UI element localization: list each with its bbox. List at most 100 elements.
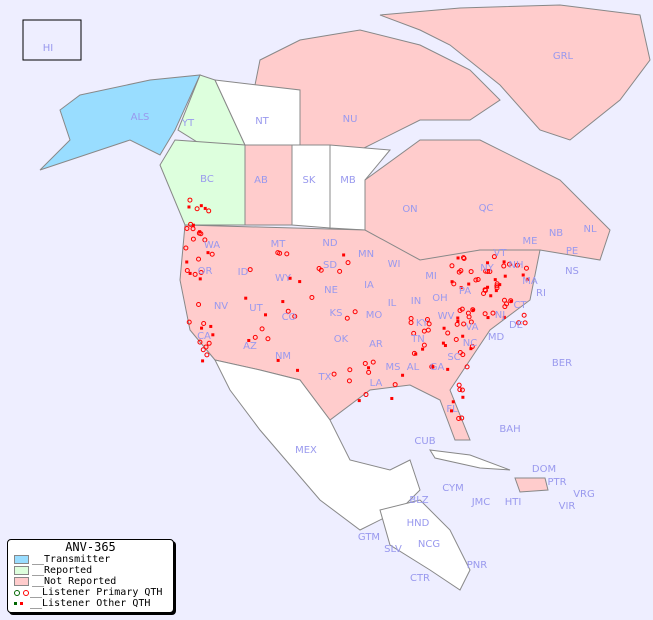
listener-other-marker bbox=[296, 368, 300, 372]
not-reported-swatch bbox=[14, 577, 29, 586]
listener-other-marker bbox=[456, 319, 460, 323]
listener-other-marker bbox=[503, 274, 507, 278]
listener-other-marker bbox=[450, 409, 454, 413]
region-label-nd: ND bbox=[322, 238, 337, 249]
listener-primary-marker bbox=[460, 352, 466, 358]
listener-primary-marker bbox=[491, 254, 497, 260]
listener-other-marker bbox=[298, 280, 302, 284]
region-label-mex: MEX bbox=[295, 445, 317, 456]
listener-primary-marker bbox=[190, 236, 196, 242]
listener-other-marker bbox=[367, 366, 371, 370]
region-label-hi: HI bbox=[43, 43, 53, 54]
region-label-mi: MI bbox=[425, 271, 437, 282]
listener-other-marker bbox=[431, 365, 435, 369]
region-label-me: ME bbox=[523, 236, 538, 247]
listener-other-marker bbox=[276, 358, 280, 362]
listener-other-marker bbox=[203, 206, 207, 210]
listener-primary-marker bbox=[277, 250, 283, 256]
listener-other-marker bbox=[288, 276, 292, 280]
listener-other-marker bbox=[198, 277, 202, 281]
region-label-tx: TX bbox=[318, 372, 332, 383]
listener-primary-marker bbox=[202, 237, 208, 243]
square-marker-icon bbox=[14, 602, 30, 605]
listener-primary-marker bbox=[187, 197, 193, 203]
region-label-ar: AR bbox=[369, 339, 383, 350]
listener-other-marker bbox=[200, 326, 204, 330]
region-label-nb: NB bbox=[549, 228, 563, 239]
region-label-ct: CT bbox=[513, 300, 527, 311]
listener-primary-marker bbox=[196, 302, 202, 308]
listener-primary-marker bbox=[285, 308, 291, 314]
region-label-wv: WV bbox=[438, 311, 455, 322]
listener-primary-marker bbox=[523, 265, 529, 271]
listener-other-marker bbox=[421, 347, 425, 351]
listener-primary-marker bbox=[411, 330, 417, 336]
region-label-pa: PA bbox=[459, 286, 471, 297]
listener-primary-marker bbox=[198, 231, 204, 237]
listener-primary-marker bbox=[408, 315, 414, 321]
listener-primary-marker bbox=[206, 340, 212, 346]
region-hispaniola bbox=[514, 477, 549, 493]
region-label-nh: NH bbox=[509, 260, 524, 271]
region-label-grl: GRL bbox=[553, 51, 574, 62]
legend-title: ANV-365 bbox=[65, 540, 116, 554]
listener-other-marker bbox=[456, 256, 460, 260]
listener-primary-marker bbox=[331, 371, 337, 377]
listener-primary-marker bbox=[522, 320, 528, 326]
listener-primary-marker bbox=[352, 309, 358, 315]
listener-primary-marker bbox=[453, 337, 459, 343]
listener-other-marker bbox=[461, 395, 465, 399]
listener-primary-marker bbox=[464, 364, 470, 370]
region-label-nu: NU bbox=[343, 114, 358, 125]
region-label-mo: MO bbox=[366, 310, 383, 321]
listener-other-marker bbox=[390, 396, 394, 400]
listener-primary-marker bbox=[501, 263, 507, 269]
listener-primary-marker bbox=[426, 321, 432, 327]
listener-primary-marker bbox=[506, 261, 512, 267]
region-label-nv: NV bbox=[214, 301, 228, 312]
region-label-ms: MS bbox=[386, 362, 401, 373]
region-greenland bbox=[379, 4, 651, 141]
region-label-oh: OH bbox=[432, 293, 447, 304]
region-label-nc: NC bbox=[463, 338, 477, 349]
region-label-ctr: CTR bbox=[410, 573, 430, 584]
legend-label: __Transmitter bbox=[32, 553, 111, 565]
region-label-tn: TN bbox=[410, 334, 425, 345]
listener-other-marker bbox=[502, 315, 506, 319]
region-label-yt: YT bbox=[181, 118, 195, 129]
listener-primary-marker bbox=[370, 359, 376, 365]
listener-primary-marker bbox=[424, 317, 430, 323]
listener-other-marker bbox=[493, 278, 497, 282]
listener-primary-marker bbox=[198, 269, 204, 275]
legend: ANV-365 __Transmitter __Reported __Not R… bbox=[7, 539, 174, 613]
listener-other-marker bbox=[244, 296, 248, 300]
listener-primary-marker bbox=[457, 387, 463, 393]
region-label-hnd: HND bbox=[407, 518, 430, 529]
region-label-ca: CA bbox=[197, 331, 211, 342]
listener-primary-marker bbox=[470, 307, 476, 313]
listener-primary-marker bbox=[366, 369, 372, 375]
listener-primary-marker bbox=[468, 319, 474, 325]
listener-primary-marker bbox=[469, 344, 475, 350]
listener-primary-marker bbox=[206, 208, 212, 214]
hawaii-inset bbox=[22, 19, 82, 61]
region-label-bah: BAH bbox=[499, 424, 520, 435]
listener-other-marker bbox=[185, 260, 189, 264]
listener-primary-marker bbox=[460, 255, 466, 261]
listener-primary-marker bbox=[458, 268, 464, 274]
listener-primary-marker bbox=[459, 415, 465, 421]
listener-other-marker bbox=[451, 400, 455, 404]
listener-other-marker bbox=[459, 286, 463, 290]
listener-primary-marker bbox=[188, 221, 194, 227]
region-label-fl: FL bbox=[446, 404, 458, 415]
listener-primary-marker bbox=[184, 267, 190, 273]
region-label-cym: CYM bbox=[442, 483, 464, 494]
listener-primary-marker bbox=[482, 311, 488, 317]
region-label-ky: KY bbox=[416, 318, 429, 329]
region-label-nl: NL bbox=[583, 224, 596, 235]
region-label-ia: IA bbox=[364, 280, 374, 291]
listener-primary-marker bbox=[363, 392, 369, 398]
region-label-mn: MN bbox=[358, 249, 374, 260]
